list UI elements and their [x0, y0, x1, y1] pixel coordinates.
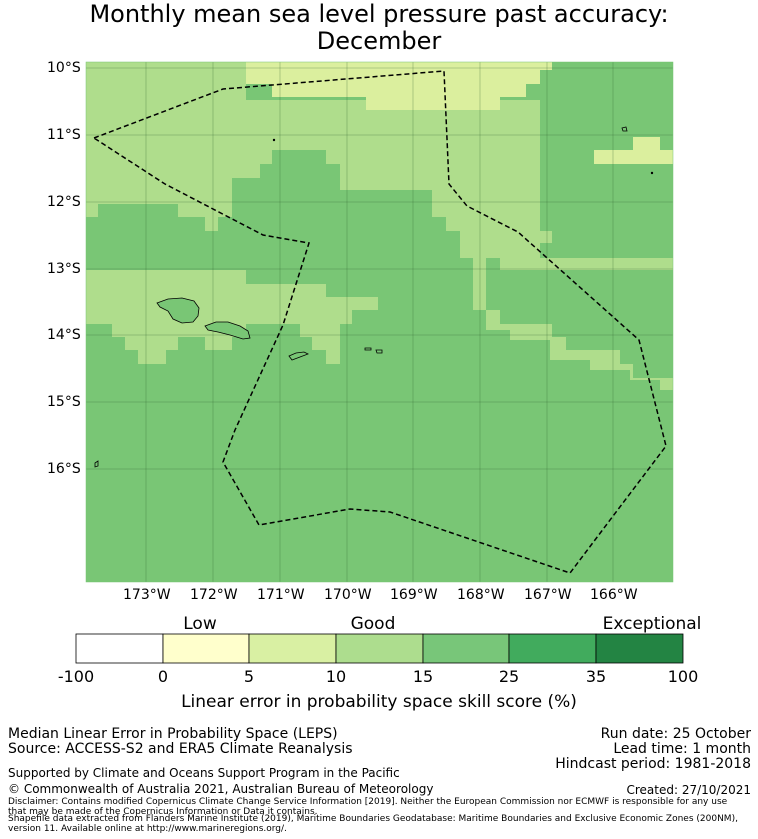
map-title-line2: December	[316, 27, 442, 55]
colorbar-segment-3	[248, 633, 337, 664]
colorbar-tick-15: 15	[412, 667, 434, 686]
footer-leps: Median Linear Error in Probability Space…	[8, 726, 338, 742]
map-title-line1: Monthly mean sea level pressure past acc…	[89, 0, 669, 28]
lat-label-12s: 12°S	[47, 194, 81, 210]
colorbar-tick-10: 10	[325, 667, 347, 686]
colorbar-segment-1	[75, 633, 164, 664]
colorbar-segment-6	[508, 633, 597, 664]
lat-label-16s: 16°S	[47, 461, 81, 477]
colorbar-category-exceptional: Exceptional	[602, 614, 702, 634]
skill-region-mid-north	[86, 62, 673, 390]
lon-label-172w: 172°W	[190, 587, 238, 603]
island-swains-east	[621, 126, 628, 132]
colorbar-category-good: Good	[350, 614, 396, 634]
colorbar-category-low: Low	[183, 614, 217, 634]
colorbar-segment-7	[595, 633, 684, 664]
eez-boundary	[92, 70, 667, 574]
footer-run-date: Run date: 25 October	[600, 726, 751, 742]
footer-hindcast: Hindcast period: 1981-2018	[555, 756, 751, 772]
skill-region-mid-west2	[86, 62, 246, 231]
lon-label-166w: 166°W	[590, 587, 638, 603]
lon-label-170w: 170°W	[324, 587, 372, 603]
island-upolu	[204, 321, 251, 340]
lon-label-169w: 169°W	[390, 587, 438, 603]
disclaimer-line2: that may be made of the Copernicus Infor…	[8, 807, 318, 817]
island-savaii	[156, 297, 200, 324]
land-outlines	[94, 126, 654, 468]
colorbar	[75, 633, 684, 664]
colorbar-label: Linear error in probability space skill …	[181, 692, 577, 712]
colorbar-tick-0: 0	[157, 667, 169, 686]
lat-label-11s: 11°S	[47, 127, 81, 143]
shapefile-line1: Shapefile data extracted from Flanders M…	[8, 814, 738, 824]
colorbar-segment-2	[162, 633, 250, 664]
island-dot-east	[650, 171, 654, 175]
lat-label-10s: 10°S	[47, 60, 81, 76]
footer-created: Created: 27/10/2021	[626, 783, 751, 797]
lat-label-14s: 14°S	[47, 327, 81, 343]
lon-label-171w: 171°W	[257, 587, 305, 603]
footer-lead-time: Lead time: 1 month	[613, 741, 751, 757]
lat-label-15s: 15°S	[47, 394, 81, 410]
colorbar-segment-5	[422, 633, 510, 664]
lon-label-173w: 173°W	[123, 587, 171, 603]
footer-source: Source: ACCESS-S2 and ERA5 Climate Reana…	[8, 741, 353, 757]
skill-region-light-north	[246, 62, 552, 110]
skill-field	[86, 62, 673, 582]
footer-copyright: © Commonwealth of Australia 2021, Austra…	[8, 782, 434, 796]
colorbar-tick-25: 25	[498, 667, 520, 686]
island-manua	[364, 347, 383, 354]
skill-region-good-east	[660, 390, 673, 582]
colorbar-segment-4	[335, 633, 424, 664]
lon-label-167w: 167°W	[524, 587, 572, 603]
disclaimer-line1: Disclaimer: Contains modified Copernicus…	[8, 797, 728, 807]
colorbar-tick-minus100: -100	[57, 667, 95, 686]
map-frame	[85, 61, 674, 583]
shapefile-line2: version 11. Available online at http://w…	[8, 824, 287, 834]
colorbar-tick-35: 35	[585, 667, 607, 686]
colorbar-tick-100: 100	[667, 667, 699, 686]
graticule	[86, 62, 673, 582]
lat-label-13s: 13°S	[47, 261, 81, 277]
footer-support: Supported by Climate and Oceans Support …	[8, 766, 400, 780]
skill-region-light-east	[594, 137, 673, 164]
island-dot	[272, 138, 276, 142]
island-tutuila	[288, 351, 309, 361]
skill-region-mid-west	[86, 62, 552, 258]
skill-region-mid-samoa	[86, 270, 378, 364]
lon-label-168w: 168°W	[457, 587, 505, 603]
island-west-dot	[94, 460, 99, 468]
colorbar-tick-5: 5	[243, 667, 255, 686]
